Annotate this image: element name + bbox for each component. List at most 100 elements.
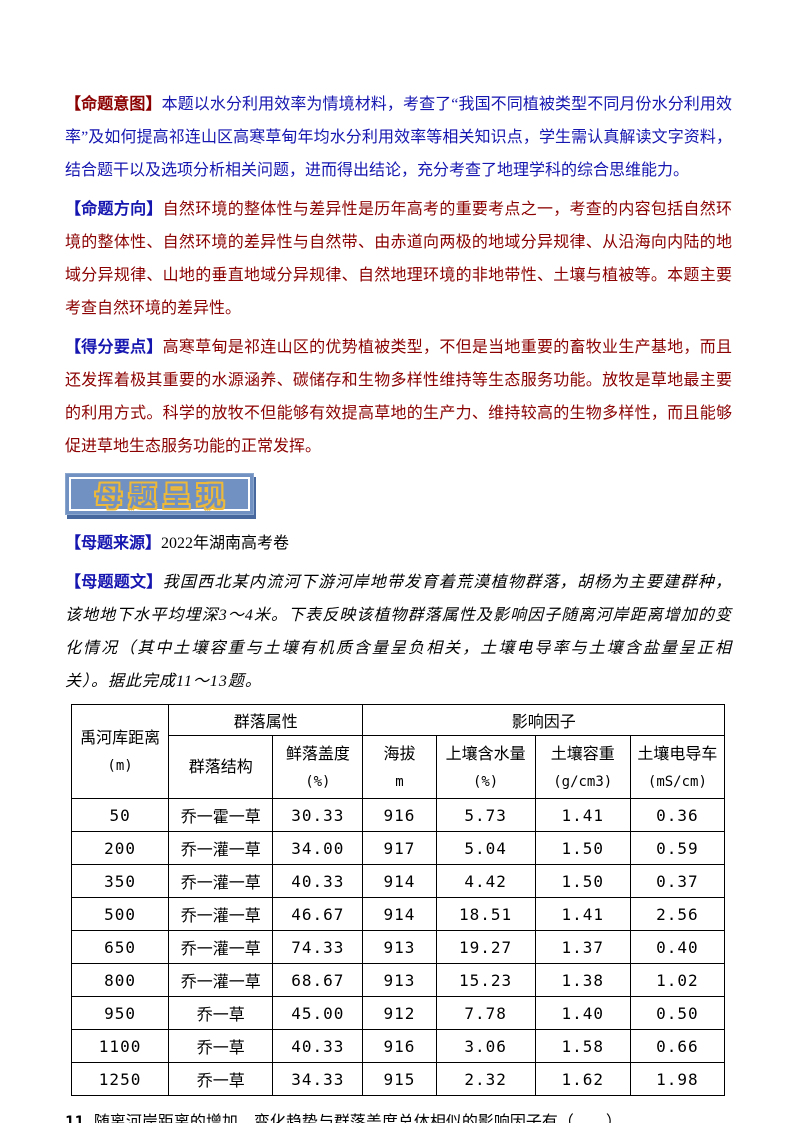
cell-bulk-density: 1.41 — [534, 897, 631, 931]
cell-bulk-density: 1.38 — [534, 963, 631, 997]
cell-structure: 乔一灌一草 — [168, 963, 274, 997]
cell-bulk-density: 1.37 — [534, 930, 631, 964]
cell-altitude: 915 — [362, 1062, 437, 1096]
table-row: 200 乔一灌一草 34.00 917 5.04 1.50 0.59 — [70, 831, 726, 865]
cell-structure: 乔一灌一草 — [168, 897, 274, 931]
header-group-factors: 影响因子 — [362, 704, 725, 736]
header-altitude-title: 海拔 — [383, 745, 416, 763]
header-bulk-density-unit: (g/cm3) — [553, 773, 613, 790]
paragraph-intent-text: 本题以水分利用效率为情境材料，考查了“我国不同植被类型不同月份水分利用效率”及如… — [65, 96, 732, 179]
cell-conductivity: 1.02 — [629, 963, 726, 997]
cell-altitude: 916 — [362, 1029, 437, 1063]
header-soil-moisture-unit: (%) — [472, 773, 499, 790]
header-structure: 群落结构 — [168, 735, 274, 799]
table-group-header-row: 禹河库距离 (m) 群落属性 影响因子 — [70, 704, 725, 799]
table-row: 500 乔一灌一草 46.67 914 18.51 1.41 2.56 — [70, 897, 726, 931]
source-line: 【母题来源】2022年湖南高考卷 — [65, 527, 732, 560]
paragraph-scoring-points: 【得分要点】高寒草甸是祁连山区的优势植被类型，不但是当地重要的畜牧业生产基地，而… — [65, 331, 732, 463]
cell-distance: 800 — [70, 963, 170, 997]
community-factors-table: 禹河库距离 (m) 群落属性 影响因子 群落结构 鲜落盖度 (%) 海拔 m 上… — [70, 704, 726, 1096]
paragraph-direction: 【命题方向】自然环境的整体性与差异性是历年高考的重要考点之一，考查的内容包括自然… — [65, 193, 732, 325]
header-coverage-title: 鲜落盖度 — [285, 745, 350, 763]
cell-conductivity: 2.56 — [629, 897, 726, 931]
paragraph-intent: 【命题意图】本题以水分利用效率为情境材料，考查了“我国不同植被类型不同月份水分利… — [65, 88, 732, 187]
cell-distance: 950 — [70, 996, 170, 1030]
cell-coverage: 34.00 — [272, 831, 364, 865]
cell-structure: 乔一灌一草 — [168, 864, 274, 898]
cell-coverage: 46.67 — [272, 897, 364, 931]
header-soil-moisture-title: 上壤含水量 — [445, 745, 526, 763]
cell-altitude: 912 — [362, 996, 437, 1030]
header-distance: 禹河库距离 (m) — [70, 704, 170, 799]
table-row: 800 乔一灌一草 68.67 913 15.23 1.38 1.02 — [70, 963, 726, 997]
stem-text: 我国西北某内流河下游河岸地带发育着荒漠植物群落，胡杨为主要建群种，该地地下水平均… — [65, 574, 732, 690]
section-banner: 母题呈现 — [65, 473, 254, 515]
cell-distance: 650 — [70, 930, 170, 964]
table-row: 1100 乔一草 40.33 916 3.06 1.58 0.66 — [70, 1029, 726, 1063]
header-coverage-unit: (%) — [305, 773, 331, 790]
cell-altitude: 916 — [362, 798, 437, 832]
cell-structure: 乔一灌一草 — [168, 930, 274, 964]
cell-distance: 200 — [70, 831, 170, 865]
cell-moisture: 18.51 — [435, 897, 536, 931]
table-row: 350 乔一灌一草 40.33 914 4.42 1.50 0.37 — [70, 864, 726, 898]
stem-paragraph: 【母题题文】我国西北某内流河下游河岸地带发育着荒漠植物群落，胡杨为主要建群种，该… — [65, 566, 732, 698]
cell-bulk-density: 1.50 — [534, 831, 631, 865]
cell-bulk-density: 1.40 — [534, 996, 631, 1030]
cell-altitude: 917 — [362, 831, 437, 865]
cell-moisture: 5.04 — [435, 831, 536, 865]
header-conductivity-title: 土壤电导车 — [637, 745, 718, 763]
stem-label: 【母题题文】 — [65, 574, 163, 591]
header-conductivity: 土壤电导车 (mS/cm) — [629, 735, 726, 799]
question-number: 11. — [65, 1112, 94, 1123]
source-label: 【母题来源】 — [65, 535, 162, 552]
cell-bulk-density: 1.41 — [534, 798, 631, 832]
header-conductivity-unit: (mS/cm) — [647, 773, 707, 790]
header-coverage: 鲜落盖度 (%) — [272, 735, 364, 799]
cell-coverage: 30.33 — [272, 798, 364, 832]
cell-structure: 乔一霍一草 — [168, 798, 274, 832]
table-row: 1250 乔一草 34.33 915 2.32 1.62 1.98 — [70, 1062, 726, 1096]
question-11: 11.随离河岸距离的增加，变化趋势与群落盖度总体相似的影响因子有（ ） — [65, 1105, 732, 1123]
cell-altitude: 913 — [362, 963, 437, 997]
cell-conductivity: 1.98 — [629, 1062, 726, 1096]
header-distance-unit: (m) — [107, 758, 133, 774]
cell-conductivity: 0.36 — [629, 798, 726, 832]
cell-structure: 乔一草 — [168, 1029, 274, 1063]
section-banner-title: 母题呈现 — [95, 481, 231, 513]
cell-conductivity: 0.37 — [629, 864, 726, 898]
cell-coverage: 34.33 — [272, 1062, 364, 1096]
header-structure-title: 群落结构 — [188, 758, 253, 776]
cell-altitude: 913 — [362, 930, 437, 964]
cell-conductivity: 0.40 — [629, 930, 726, 964]
question-text: 随离河岸距离的增加，变化趋势与群落盖度总体相似的影响因子有（ ） — [93, 1114, 622, 1123]
cell-distance: 350 — [70, 864, 170, 898]
cell-altitude: 914 — [362, 897, 437, 931]
cell-distance: 50 — [70, 798, 170, 832]
header-group-community: 群落属性 — [168, 704, 364, 736]
cell-coverage: 40.33 — [272, 864, 364, 898]
header-bulk-density-title: 土壤容重 — [550, 745, 615, 763]
table-subheader-row: 群落结构 鲜落盖度 (%) 海拔 m 上壤含水量 (%) 土壤容重 (g/cm3… — [72, 735, 726, 799]
cell-structure: 乔一草 — [168, 996, 274, 1030]
cell-distance: 1250 — [70, 1062, 170, 1096]
cell-moisture: 5.73 — [435, 798, 536, 832]
cell-moisture: 4.42 — [435, 864, 536, 898]
cell-coverage: 40.33 — [272, 1029, 364, 1063]
cell-moisture: 19.27 — [435, 930, 536, 964]
header-altitude-unit: m — [395, 773, 404, 790]
cell-coverage: 74.33 — [272, 930, 364, 964]
table-row: 950 乔一草 45.00 912 7.78 1.40 0.50 — [70, 996, 726, 1030]
paragraph-direction-label: 【命题方向】 — [65, 201, 163, 218]
table-row: 650 乔一灌一草 74.33 913 19.27 1.37 0.40 — [70, 930, 726, 964]
cell-altitude: 914 — [362, 864, 437, 898]
paragraph-scoring-points-text: 高寒草甸是祁连山区的优势植被类型，不但是当地重要的畜牧业生产基地，而且还发挥着极… — [65, 339, 732, 455]
section-banner-frame: 母题呈现 — [69, 477, 250, 513]
cell-moisture: 2.32 — [435, 1062, 536, 1096]
cell-conductivity: 0.59 — [629, 831, 726, 865]
table-row: 50 乔一霍一草 30.33 916 5.73 1.41 0.36 — [70, 798, 726, 832]
cell-structure: 乔一草 — [168, 1062, 274, 1096]
header-distance-title: 禹河库距离 — [80, 730, 161, 747]
header-bulk-density: 土壤容重 (g/cm3) — [534, 735, 631, 799]
